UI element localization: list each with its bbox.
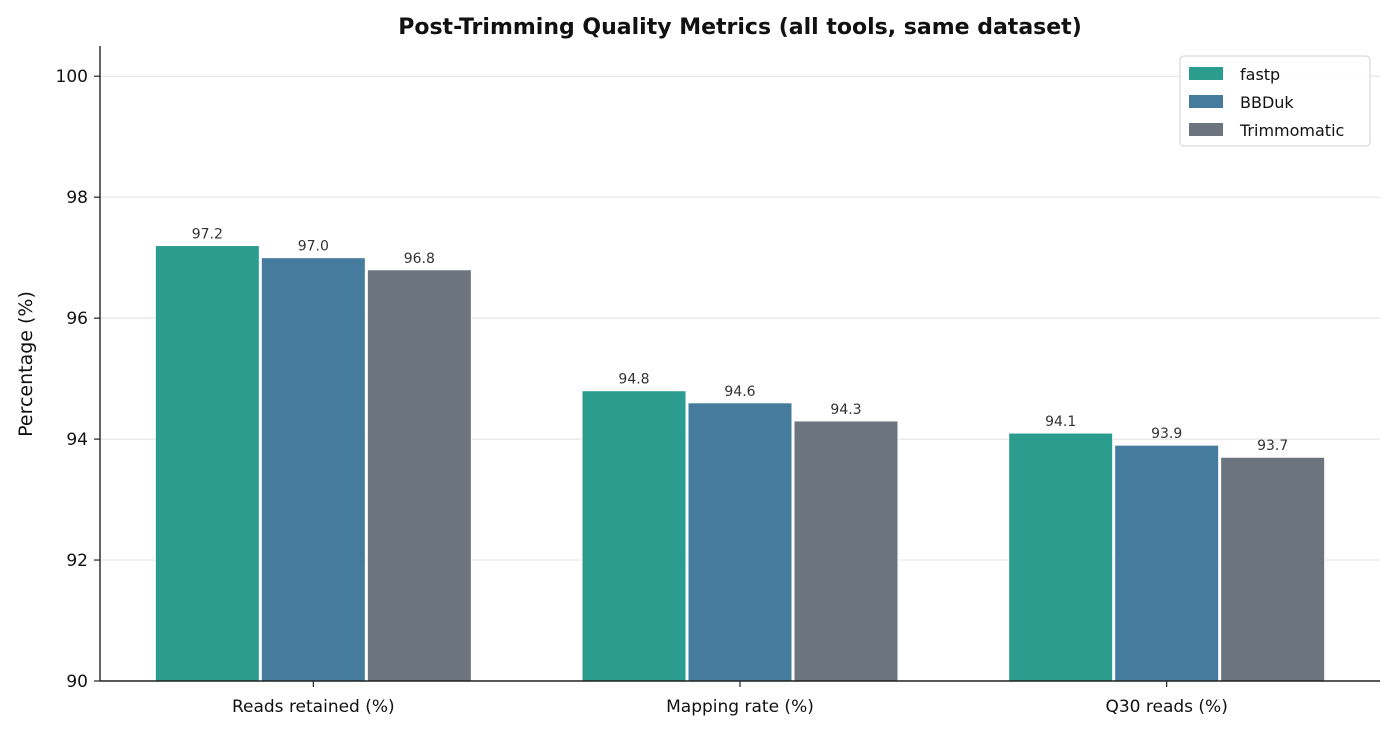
bar-trimmomatic [793, 420, 899, 682]
y-tick-label: 90 [66, 672, 88, 692]
x-tick-label: Q30 reads (%) [1105, 697, 1227, 717]
legend-label: BBDuk [1240, 93, 1294, 112]
chart-title: Post-Trimming Quality Metrics (all tools… [398, 15, 1082, 40]
y-tick-label: 96 [66, 309, 88, 329]
legend-box [1179, 55, 1371, 147]
data-label: 93.7 [1257, 438, 1288, 454]
legend-swatch-bbduk [1189, 95, 1223, 108]
bar-fastp [1008, 432, 1114, 682]
data-label: 94.6 [724, 384, 755, 400]
y-tick-label: 94 [66, 430, 88, 450]
y-tick-label: 92 [66, 551, 88, 571]
y-tick-label: 100 [56, 67, 88, 87]
data-label: 94.3 [830, 402, 861, 418]
data-label: 94.8 [618, 372, 649, 388]
data-label: 97.0 [298, 239, 329, 255]
bar-trimmomatic [1220, 456, 1326, 682]
y-tick-label: 98 [66, 188, 88, 208]
data-label: 96.8 [404, 251, 435, 267]
legend-label: fastp [1240, 65, 1280, 84]
legend: fastp BBDuk Trimmomatic [1179, 55, 1371, 147]
data-label: 97.2 [192, 227, 223, 243]
bar-bbduk [1114, 444, 1220, 682]
bars [154, 245, 1326, 682]
legend-label: Trimmomatic [1239, 121, 1344, 140]
x-tick-label: Reads retained (%) [232, 697, 395, 717]
data-label: 94.1 [1045, 414, 1076, 430]
bar-trimmomatic [366, 269, 472, 682]
legend-swatch-fastp [1189, 67, 1223, 80]
bar-fastp [154, 245, 260, 682]
x-tick-label: Mapping rate (%) [666, 697, 814, 717]
bar-fastp [581, 390, 687, 682]
data-labels: 97.2 97.0 96.8 94.8 94.6 94.3 94.1 93.9 93.7 [192, 227, 1289, 455]
bar-bbduk [687, 402, 793, 682]
axes: 90 92 94 96 98 100 Reads retained (%) Mapping r… [56, 46, 1380, 717]
data-label: 93.9 [1151, 426, 1182, 442]
legend-swatch-trimmomatic [1189, 123, 1223, 136]
bar-bbduk [260, 257, 366, 682]
y-axis-label: Percentage (%) [15, 291, 37, 437]
